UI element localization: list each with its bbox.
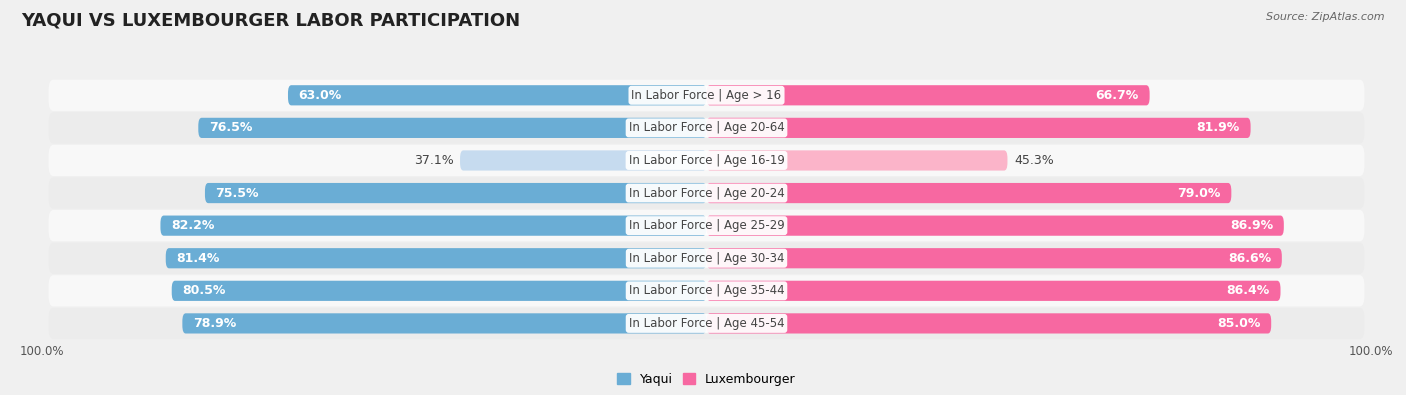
FancyBboxPatch shape: [706, 118, 1250, 138]
FancyBboxPatch shape: [49, 145, 1364, 176]
Text: In Labor Force | Age 16-19: In Labor Force | Age 16-19: [628, 154, 785, 167]
FancyBboxPatch shape: [49, 177, 1364, 209]
FancyBboxPatch shape: [706, 216, 1284, 236]
Text: In Labor Force | Age 20-64: In Labor Force | Age 20-64: [628, 121, 785, 134]
Text: 80.5%: 80.5%: [183, 284, 226, 297]
Text: In Labor Force | Age 45-54: In Labor Force | Age 45-54: [628, 317, 785, 330]
Text: In Labor Force | Age 25-29: In Labor Force | Age 25-29: [628, 219, 785, 232]
FancyBboxPatch shape: [706, 85, 1150, 105]
Text: Source: ZipAtlas.com: Source: ZipAtlas.com: [1267, 12, 1385, 22]
FancyBboxPatch shape: [198, 118, 706, 138]
Text: 81.9%: 81.9%: [1197, 121, 1240, 134]
Text: 81.4%: 81.4%: [176, 252, 219, 265]
Text: 37.1%: 37.1%: [413, 154, 453, 167]
Text: 86.4%: 86.4%: [1226, 284, 1270, 297]
FancyBboxPatch shape: [183, 313, 706, 333]
Text: In Labor Force | Age 30-34: In Labor Force | Age 30-34: [628, 252, 785, 265]
FancyBboxPatch shape: [49, 275, 1364, 307]
Text: 78.9%: 78.9%: [193, 317, 236, 330]
Text: 82.2%: 82.2%: [172, 219, 215, 232]
FancyBboxPatch shape: [205, 183, 706, 203]
FancyBboxPatch shape: [288, 85, 706, 105]
FancyBboxPatch shape: [706, 248, 1282, 268]
FancyBboxPatch shape: [49, 308, 1364, 339]
FancyBboxPatch shape: [49, 112, 1364, 143]
FancyBboxPatch shape: [49, 80, 1364, 111]
Text: 86.6%: 86.6%: [1227, 252, 1271, 265]
FancyBboxPatch shape: [160, 216, 706, 236]
FancyBboxPatch shape: [706, 183, 1232, 203]
Text: YAQUI VS LUXEMBOURGER LABOR PARTICIPATION: YAQUI VS LUXEMBOURGER LABOR PARTICIPATIO…: [21, 12, 520, 30]
FancyBboxPatch shape: [49, 243, 1364, 274]
FancyBboxPatch shape: [172, 281, 706, 301]
Text: 76.5%: 76.5%: [209, 121, 252, 134]
Text: 45.3%: 45.3%: [1014, 154, 1054, 167]
Legend: Yaqui, Luxembourger: Yaqui, Luxembourger: [612, 368, 801, 391]
Text: In Labor Force | Age > 16: In Labor Force | Age > 16: [631, 89, 782, 102]
Text: 79.0%: 79.0%: [1177, 186, 1220, 199]
Text: 75.5%: 75.5%: [215, 186, 259, 199]
FancyBboxPatch shape: [706, 150, 1008, 171]
Text: 86.9%: 86.9%: [1230, 219, 1274, 232]
Text: 85.0%: 85.0%: [1218, 317, 1261, 330]
Text: In Labor Force | Age 35-44: In Labor Force | Age 35-44: [628, 284, 785, 297]
FancyBboxPatch shape: [49, 210, 1364, 241]
Text: 66.7%: 66.7%: [1095, 89, 1139, 102]
Text: 63.0%: 63.0%: [298, 89, 342, 102]
FancyBboxPatch shape: [706, 313, 1271, 333]
FancyBboxPatch shape: [166, 248, 706, 268]
FancyBboxPatch shape: [706, 281, 1281, 301]
Text: In Labor Force | Age 20-24: In Labor Force | Age 20-24: [628, 186, 785, 199]
FancyBboxPatch shape: [460, 150, 706, 171]
